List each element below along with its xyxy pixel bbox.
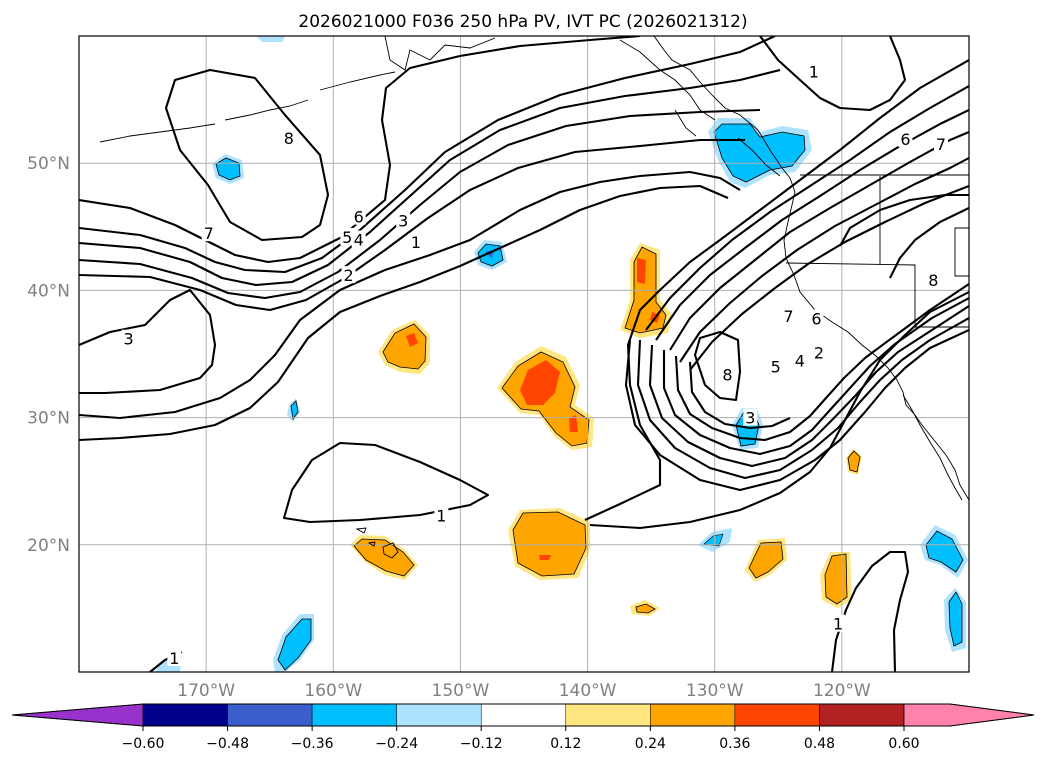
contour-label-bg — [351, 207, 366, 225]
lon-tick-label: 130°W — [686, 681, 744, 701]
contour-label-bg — [934, 135, 949, 153]
contour-label-bg — [809, 309, 824, 327]
contour-label-bg — [408, 233, 423, 251]
contour-label: 2 — [343, 266, 353, 285]
contour-label: 1 — [169, 649, 179, 668]
contour-label: 7 — [783, 307, 793, 326]
contour-label-bg — [167, 649, 182, 667]
contour-label: 1 — [436, 507, 446, 526]
colorbar-extend-min — [11, 703, 144, 727]
contour-label: 3 — [745, 409, 755, 428]
pv-contours — [79, 36, 969, 672]
contour-label-bg — [121, 329, 136, 347]
contour-label-bg — [898, 130, 913, 148]
contour-label: 4 — [795, 351, 805, 370]
contour-label: 4 — [354, 231, 364, 250]
ivt-blob-east — [920, 525, 968, 652]
contour-label-bg — [792, 351, 807, 369]
contour-label-bg — [781, 306, 796, 324]
colorbar-tick-label: −0.24 — [375, 736, 418, 752]
colorbar-tick-label: −0.48 — [206, 736, 249, 752]
colorbar-tick-label: −0.60 — [122, 736, 165, 752]
colorbar-swatch — [311, 703, 397, 727]
colorbar-swatch — [734, 703, 820, 727]
colorbar-swatch — [565, 703, 651, 727]
contour-label: 8 — [284, 129, 294, 148]
contour-label: 1 — [833, 615, 843, 634]
contour-label: 7 — [204, 224, 214, 243]
figure-title: 2026021000 F036 250 hPa PV, IVT PC (2026… — [298, 12, 747, 32]
colorbar-tick-label: −0.12 — [460, 736, 503, 752]
contour-label-bg — [743, 408, 758, 426]
colorbar-swatch — [142, 703, 228, 727]
lon-tick-label: 120°W — [813, 681, 871, 701]
contour-label-bg — [831, 614, 846, 632]
ivt-blob-pnw — [708, 118, 812, 188]
lon-tick-label: 160°W — [304, 681, 362, 701]
contour-label-bg — [811, 343, 826, 361]
longitude-labels: 170°W 160°W 150°W 140°W 130°W 120°W — [177, 681, 871, 701]
contour-label-bg — [434, 506, 449, 524]
lon-tick-label: 170°W — [177, 681, 235, 701]
ivt-blob-west — [378, 320, 430, 374]
contour-label: 6 — [900, 130, 910, 149]
lat-tick-label: 30°N — [27, 409, 70, 429]
contour-label: 7 — [936, 135, 946, 154]
colorbar-swatch — [819, 703, 905, 727]
ivt-blob-south — [508, 508, 590, 580]
colorbar-tick-label: 0.36 — [719, 736, 750, 752]
contour-label-bg — [926, 271, 941, 289]
lat-tick-label: 40°N — [27, 281, 70, 301]
colorbar-tick-label: 0.24 — [635, 736, 666, 752]
contour-label: 1 — [809, 63, 819, 82]
contour-label-bg — [201, 224, 216, 242]
contour-label: 3 — [123, 330, 133, 349]
contour-label-bg — [768, 357, 783, 375]
colorbar-tick-label: 0.48 — [804, 736, 835, 752]
contour-label-bg — [396, 211, 411, 229]
contour-label-bg — [340, 227, 355, 245]
contour-label-bg — [281, 128, 296, 146]
contour-label: 3 — [398, 211, 408, 230]
colorbar-swatch — [227, 703, 313, 727]
colorbar-tick-label: 0.60 — [888, 736, 919, 752]
ivt-blob-subtropical-central — [497, 346, 594, 450]
contour-label: 8 — [928, 271, 938, 290]
map-frame — [78, 35, 970, 673]
colorbar-tick-label: −0.36 — [291, 736, 334, 752]
contour-label: 6 — [811, 309, 821, 328]
colorbar-tick-label: 0.12 — [550, 736, 581, 752]
lat-tick-label: 20°N — [27, 536, 70, 556]
ivt-blob-hawaii — [350, 535, 418, 580]
colorbar-swatch — [650, 703, 736, 727]
colorbar-swatch — [480, 703, 567, 727]
colorbar: −0.60 −0.48 −0.36 −0.24 −0.12 0.12 0.24 0.36 0.4… — [11, 703, 1035, 752]
contour-label: 8 — [722, 365, 732, 384]
contour-label-bg — [720, 365, 735, 383]
latitude-labels: 20°N 30°N 40°N 50°N — [27, 154, 70, 556]
contour-label-bg — [806, 62, 821, 80]
colorbar-extend-max — [903, 703, 1035, 727]
colorbar-swatch — [396, 703, 482, 727]
lon-tick-label: 140°W — [559, 681, 617, 701]
contour-label-bg — [341, 266, 356, 284]
contour-label: 2 — [814, 344, 824, 363]
contour-label-bg — [351, 230, 366, 248]
lat-tick-label: 50°N — [27, 154, 70, 174]
contour-label: 5 — [771, 358, 781, 377]
contour-label: 6 — [354, 208, 364, 227]
lon-tick-label: 150°W — [432, 681, 490, 701]
contour-label: 5 — [342, 228, 352, 247]
contour-label: 1 — [411, 233, 421, 252]
